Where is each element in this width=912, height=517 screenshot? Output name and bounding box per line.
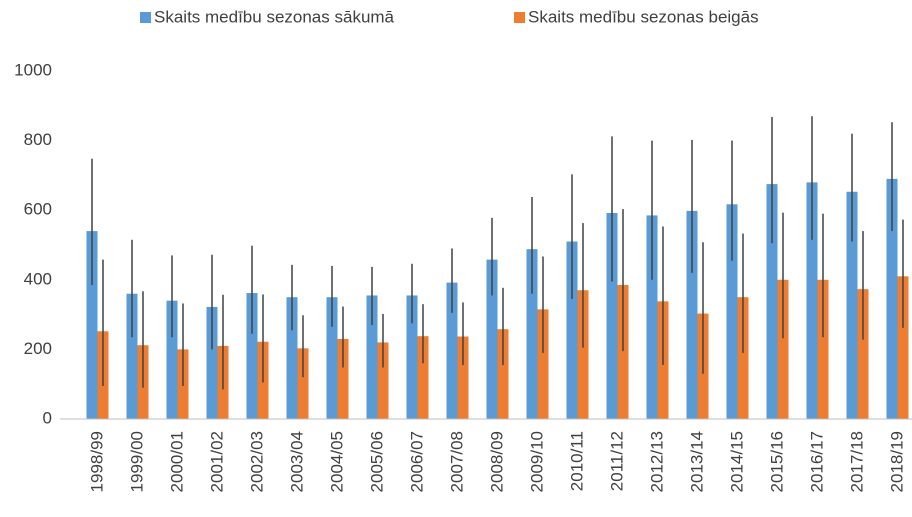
bar bbox=[246, 293, 258, 419]
bar bbox=[766, 184, 778, 419]
bar bbox=[486, 259, 498, 419]
x-tick-label: 2014/15 bbox=[727, 431, 746, 492]
x-tick-label: 2006/07 bbox=[407, 431, 426, 492]
bar bbox=[457, 336, 469, 419]
bar bbox=[337, 338, 349, 419]
y-tick-label: 1000 bbox=[14, 60, 52, 79]
x-tick-label: 2012/13 bbox=[647, 431, 666, 492]
bar bbox=[537, 309, 549, 419]
x-tick-label: 2007/08 bbox=[447, 431, 466, 492]
bar bbox=[366, 295, 378, 419]
bar bbox=[166, 300, 178, 419]
bar bbox=[566, 241, 578, 419]
bar bbox=[646, 215, 658, 419]
x-tick-label: 2016/17 bbox=[807, 431, 826, 492]
legend-swatch bbox=[514, 12, 525, 23]
x-tick-label: 1998/99 bbox=[87, 431, 106, 492]
legend-label: Skaits medību sezonas beigās bbox=[528, 7, 759, 26]
bar bbox=[806, 182, 818, 419]
bar bbox=[286, 297, 298, 419]
bar bbox=[417, 336, 429, 419]
bar bbox=[686, 210, 698, 419]
bar bbox=[526, 249, 538, 419]
bar bbox=[897, 276, 909, 419]
x-tick-label: 2003/04 bbox=[287, 431, 306, 492]
x-tick-label: 2013/14 bbox=[687, 431, 706, 492]
x-tick-label: 2001/02 bbox=[207, 431, 226, 492]
bar bbox=[777, 279, 789, 419]
bar bbox=[617, 285, 629, 419]
x-tick-label: 2002/03 bbox=[247, 431, 266, 492]
bar bbox=[817, 279, 829, 419]
y-tick-label: 800 bbox=[24, 130, 52, 149]
bar bbox=[297, 348, 309, 419]
bar bbox=[577, 290, 589, 419]
x-tick-label: 2008/09 bbox=[487, 431, 506, 492]
bar bbox=[326, 297, 338, 419]
x-tick-label: 2015/16 bbox=[767, 431, 786, 492]
x-tick-label: 2005/06 bbox=[367, 431, 386, 492]
x-tick-label: 2010/11 bbox=[567, 431, 586, 491]
bar bbox=[857, 289, 869, 419]
bar bbox=[446, 282, 458, 419]
bar bbox=[497, 329, 509, 419]
bar bbox=[406, 295, 418, 419]
x-tick-label: 2018/19 bbox=[887, 431, 906, 492]
bar bbox=[726, 204, 738, 419]
y-tick-label: 400 bbox=[24, 269, 52, 288]
legend-label: Skaits medību sezonas sākumā bbox=[154, 7, 395, 26]
bar bbox=[377, 342, 389, 419]
x-tick-label: 1999/00 bbox=[127, 431, 146, 492]
bar bbox=[126, 293, 138, 419]
y-tick-label: 200 bbox=[24, 339, 52, 358]
bar bbox=[206, 306, 218, 419]
y-tick-label: 600 bbox=[24, 200, 52, 219]
y-tick-label: 0 bbox=[43, 408, 52, 427]
bar bbox=[86, 231, 98, 419]
x-tick-label: 2000/01 bbox=[167, 431, 186, 492]
bar bbox=[737, 297, 749, 419]
bar bbox=[886, 178, 898, 419]
x-tick-label: 2009/10 bbox=[527, 431, 546, 492]
x-tick-label: 2004/05 bbox=[327, 431, 346, 492]
x-tick-label: 2017/18 bbox=[847, 431, 866, 492]
legend-swatch bbox=[140, 12, 151, 23]
bar bbox=[606, 212, 618, 419]
bar bbox=[846, 191, 858, 419]
x-tick-label: 2011/12 bbox=[607, 431, 626, 491]
